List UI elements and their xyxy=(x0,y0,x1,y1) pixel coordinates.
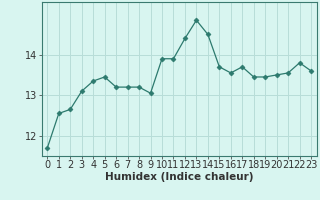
X-axis label: Humidex (Indice chaleur): Humidex (Indice chaleur) xyxy=(105,172,253,182)
